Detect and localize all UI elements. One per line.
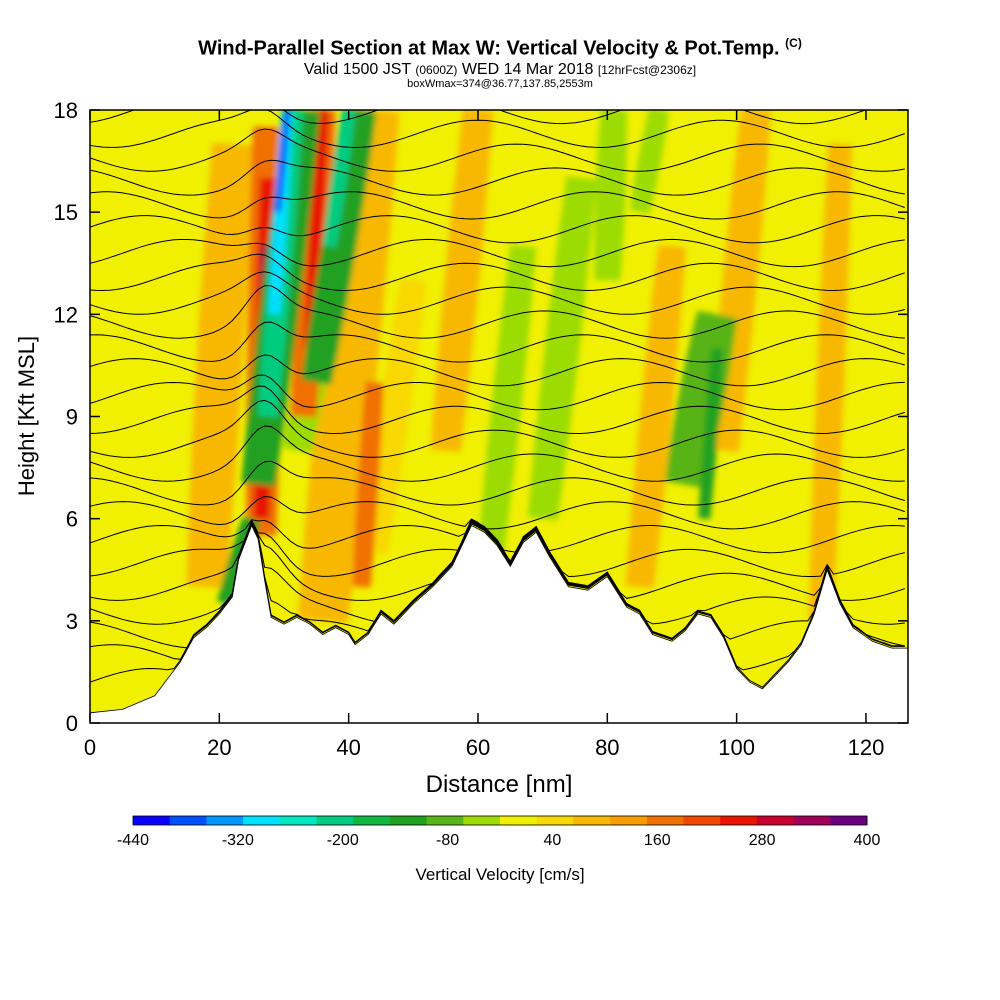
isentrope-line xyxy=(90,354,905,387)
isentrope-line xyxy=(90,191,905,220)
y-tick-label: 12 xyxy=(54,302,78,327)
x-tick-label: 0 xyxy=(84,735,96,760)
isentrope-line xyxy=(90,253,905,292)
isentrope-line xyxy=(90,399,905,458)
colorbar-tick-label: -440 xyxy=(117,832,149,849)
colorbar-swatch xyxy=(500,816,538,825)
colorbar-swatch xyxy=(830,816,868,825)
x-tick-label: 40 xyxy=(336,735,360,760)
copyright-mark: (C) xyxy=(785,36,802,50)
colorbar-tick-label: -320 xyxy=(222,832,254,849)
y-tick-label: 18 xyxy=(54,98,78,123)
field-patch xyxy=(301,110,377,385)
y-tick-label: 15 xyxy=(54,200,78,225)
field-patch xyxy=(477,244,537,555)
colorbar-swatch xyxy=(426,816,464,825)
colorbar-label: Vertical Velocity [cm/s] xyxy=(415,865,584,884)
colorbar-swatch xyxy=(243,816,281,825)
isentrope-line xyxy=(90,495,905,530)
field-patch xyxy=(629,110,669,215)
colorbar-swatch xyxy=(536,816,574,825)
x-tick-label: 120 xyxy=(848,735,885,760)
chart-box-info: boxWmax=374@36.77,137.85,2553m xyxy=(407,78,593,90)
chart-title: Wind-Parallel Section at Max W: Vertical… xyxy=(198,36,802,60)
x-tick-label: 60 xyxy=(466,735,490,760)
colorbar-swatch xyxy=(610,816,648,825)
colorbar-swatch xyxy=(353,816,391,825)
isentrope-line xyxy=(90,128,905,172)
x-tick-label: 20 xyxy=(207,735,231,760)
isentrope-line xyxy=(90,425,905,482)
x-axis-label: Distance [nm] xyxy=(426,771,573,798)
colorbar-tick-label: -80 xyxy=(436,832,459,849)
isentrope-line xyxy=(90,238,905,268)
isentrope-line xyxy=(90,460,905,506)
colorbar-swatch xyxy=(279,816,317,825)
y-axis-label: Height [Kft MSL] xyxy=(14,336,39,496)
colorbar-swatch xyxy=(573,816,611,825)
isentrope-line xyxy=(90,285,905,339)
field-patch xyxy=(594,110,627,281)
colorbar-swatch xyxy=(793,816,831,825)
colorbar-tick-label: 160 xyxy=(644,832,671,849)
x-tick-label: 100 xyxy=(718,735,755,760)
colorbar-tick-label: 280 xyxy=(749,832,776,849)
colorbar-swatch xyxy=(683,816,721,825)
isentrope-line xyxy=(90,385,905,435)
isentrope-line xyxy=(90,215,905,244)
colorbar-tick-label: 400 xyxy=(854,832,881,849)
colorbar-swatch xyxy=(646,816,684,825)
field-patch xyxy=(186,142,253,588)
x-tick-label: 80 xyxy=(595,735,619,760)
field-patch xyxy=(430,110,493,452)
field-patch xyxy=(808,143,853,622)
y-tick-label: 0 xyxy=(66,711,78,736)
isentrope-line xyxy=(90,110,905,149)
colorbar-swatch xyxy=(463,816,501,825)
field-patch xyxy=(303,110,329,349)
isentrope-line xyxy=(90,159,905,196)
colorbar-swatch xyxy=(169,816,207,825)
colorbar-swatch xyxy=(206,816,244,825)
isentrope-line xyxy=(90,519,905,554)
colorbar-tick-label: -200 xyxy=(327,832,359,849)
chart-subtitle: Valid 1500 JST (0600Z) WED 14 Mar 2018 [… xyxy=(303,61,697,78)
field-patch xyxy=(297,110,400,624)
terrain xyxy=(90,524,908,723)
colorbar-swatch xyxy=(133,816,171,825)
field-patch xyxy=(268,110,294,315)
field-patch xyxy=(625,244,686,589)
isentrope-line xyxy=(90,321,905,363)
y-tick-label: 9 xyxy=(66,405,78,430)
y-tick-label: 6 xyxy=(66,507,78,532)
colorbar-swatch xyxy=(316,816,354,825)
colorbar-swatch xyxy=(720,816,758,825)
colorbar-swatch xyxy=(756,816,795,825)
isentrope-line xyxy=(90,271,905,315)
colorbar-tick-label: 40 xyxy=(544,832,562,849)
isentrope-line xyxy=(90,374,905,411)
colorbar-swatch xyxy=(389,816,428,825)
y-tick-label: 3 xyxy=(66,609,78,634)
field-patch xyxy=(274,110,291,213)
field-patch xyxy=(322,110,356,248)
isentrope-line xyxy=(90,110,867,125)
